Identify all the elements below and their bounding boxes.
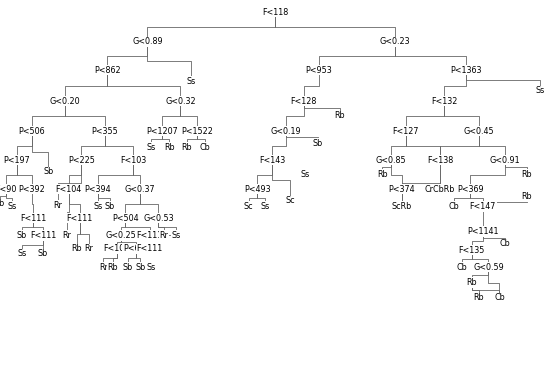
- Text: F<138: F<138: [427, 156, 453, 165]
- Text: G<0.45: G<0.45: [463, 127, 494, 136]
- Text: Sb: Sb: [123, 262, 133, 272]
- Text: P<1363: P<1363: [450, 66, 482, 75]
- Text: F<111: F<111: [136, 244, 163, 254]
- Text: P<1207: P<1207: [146, 127, 178, 136]
- Text: Rb: Rb: [72, 244, 82, 254]
- Text: P<374: P<374: [388, 185, 415, 194]
- Text: F<118: F<118: [262, 8, 288, 17]
- Text: G<0.23: G<0.23: [379, 37, 410, 46]
- Text: G<0.59: G<0.59: [473, 262, 504, 272]
- Text: Ss: Ss: [8, 202, 16, 211]
- Text: P<493: P<493: [244, 185, 271, 194]
- Text: G<0.37: G<0.37: [125, 185, 156, 194]
- Text: F<135: F<135: [459, 245, 485, 255]
- Text: P<394: P<394: [85, 185, 111, 194]
- Text: Sb: Sb: [135, 262, 145, 272]
- Text: Cb: Cb: [448, 202, 459, 211]
- Text: Ss: Ss: [147, 262, 156, 272]
- Text: P<197: P<197: [3, 156, 30, 165]
- Text: Rr: Rr: [53, 201, 62, 210]
- Text: Rb: Rb: [473, 293, 484, 303]
- Text: Rr: Rr: [85, 244, 94, 254]
- Text: Cb: Cb: [456, 262, 468, 272]
- Text: Sb: Sb: [105, 202, 115, 211]
- Text: Ss: Ss: [94, 202, 102, 211]
- Text: G<0.53: G<0.53: [143, 213, 174, 223]
- Text: F<111: F<111: [30, 231, 56, 240]
- Text: G<0.85: G<0.85: [375, 156, 406, 165]
- Text: Cb: Cb: [499, 239, 510, 249]
- Text: Ss: Ss: [172, 231, 180, 240]
- Text: F<111: F<111: [67, 213, 93, 223]
- Text: P<369: P<369: [457, 185, 483, 194]
- Text: Rr: Rr: [63, 231, 72, 240]
- Text: Ss: Ss: [147, 143, 156, 152]
- Text: Rr: Rr: [160, 231, 168, 240]
- Text: Rb: Rb: [334, 111, 345, 120]
- Text: P<953: P<953: [306, 66, 332, 75]
- Text: P<1141: P<1141: [467, 227, 499, 236]
- Text: Ss: Ss: [187, 76, 196, 86]
- Text: F<132: F<132: [431, 96, 458, 106]
- Text: Ss: Ss: [301, 170, 310, 179]
- Text: Ss: Ss: [536, 86, 544, 95]
- Text: ScRb: ScRb: [392, 202, 411, 211]
- Text: P<355: P<355: [91, 127, 118, 136]
- Text: P<1522: P<1522: [181, 127, 213, 136]
- Text: G<0.32: G<0.32: [165, 96, 196, 106]
- Text: Sb: Sb: [105, 202, 115, 211]
- Text: G<0.25: G<0.25: [106, 231, 136, 240]
- Text: G<0.91: G<0.91: [490, 156, 520, 165]
- Text: Cb: Cb: [494, 293, 505, 303]
- Text: F<128: F<128: [290, 96, 317, 106]
- Text: P<506: P<506: [19, 127, 45, 136]
- Text: P<225: P<225: [68, 156, 95, 165]
- Text: P<862: P<862: [94, 66, 120, 75]
- Text: Ss: Ss: [18, 249, 26, 259]
- Text: Sc: Sc: [285, 196, 295, 205]
- Text: Rb: Rb: [466, 278, 477, 287]
- Text: F<103: F<103: [120, 156, 146, 165]
- Text: Rb: Rb: [521, 192, 532, 201]
- Text: Sc: Sc: [244, 202, 254, 211]
- Text: Sb: Sb: [0, 199, 5, 208]
- Text: Sb: Sb: [17, 231, 27, 240]
- Text: Ss: Ss: [94, 202, 102, 211]
- Text: Rb: Rb: [521, 170, 532, 179]
- Text: CrCbRb: CrCbRb: [425, 185, 455, 194]
- Text: G<0.89: G<0.89: [132, 37, 163, 46]
- Text: Rb: Rb: [164, 143, 175, 152]
- Text: F<127: F<127: [393, 127, 419, 136]
- Text: F<104: F<104: [56, 185, 82, 194]
- Text: Cb: Cb: [199, 143, 210, 152]
- Text: Rb: Rb: [107, 262, 118, 272]
- Text: F<147: F<147: [470, 202, 496, 211]
- Text: Rb: Rb: [182, 143, 192, 152]
- Text: G<0.20: G<0.20: [50, 96, 80, 106]
- Text: Rr: Rr: [99, 262, 108, 272]
- Text: P<504: P<504: [112, 213, 139, 223]
- Text: F<111: F<111: [136, 231, 163, 240]
- Text: F<111: F<111: [20, 213, 46, 223]
- Text: F<143: F<143: [259, 156, 285, 165]
- Text: F<90: F<90: [0, 185, 16, 194]
- Text: F<105: F<105: [103, 244, 130, 254]
- Text: Sb: Sb: [38, 249, 48, 259]
- Text: G<0.19: G<0.19: [271, 127, 301, 136]
- Text: Rb: Rb: [377, 170, 388, 179]
- Text: P<669: P<669: [123, 244, 150, 254]
- Text: Sb: Sb: [313, 139, 323, 148]
- Text: Sb: Sb: [43, 167, 53, 176]
- Text: Ss: Ss: [261, 202, 270, 211]
- Text: P<392: P<392: [19, 185, 45, 194]
